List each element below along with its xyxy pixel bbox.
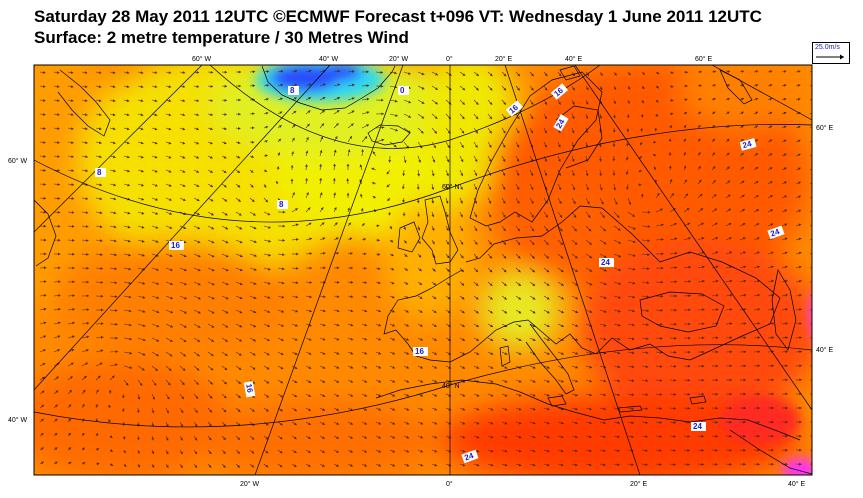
wind-arrow-head xyxy=(813,294,816,297)
contour-label: 8 xyxy=(279,200,284,209)
top-label-60w: 60° W xyxy=(192,55,212,63)
contour-label: 0 xyxy=(400,86,405,95)
top-label-60e: 60° E xyxy=(695,55,713,63)
contour-label: 8 xyxy=(290,86,295,95)
top-label-40e: 40° E xyxy=(565,55,583,63)
wind-arrow-head xyxy=(813,308,816,311)
wind-arrow-head xyxy=(813,266,816,269)
interior-label-40n: 40° N xyxy=(442,382,460,390)
wind-arrow-head xyxy=(813,336,816,339)
left-label-60w: 60° W xyxy=(8,157,28,165)
right-label-60e: 60° E xyxy=(816,124,834,132)
wind-arrow-head xyxy=(813,364,816,367)
wind-arrow-head xyxy=(813,224,816,227)
top-label-20w: 20° W xyxy=(389,55,409,63)
wind-arrow-head xyxy=(813,280,816,283)
contour-label: 8 xyxy=(97,168,102,177)
wind-arrow-head xyxy=(813,252,816,255)
contour-label: 24 xyxy=(601,258,610,267)
wind-arrow-head xyxy=(812,196,815,199)
left-label-40w: 40° W xyxy=(8,416,28,424)
bottom-label-20w: 20° W xyxy=(240,480,260,488)
right-label-40e: 40° E xyxy=(816,346,834,354)
bottom-label-0: 0° xyxy=(446,480,453,488)
wind-arrow-head xyxy=(813,379,815,382)
wind-arrow-head xyxy=(813,238,816,241)
wind-arrow-head xyxy=(813,421,816,424)
wind-arrow-head xyxy=(813,449,816,452)
contour-label: 16 xyxy=(415,347,424,356)
interior-label-60n: 60° N xyxy=(442,183,460,191)
wind-arrow-head xyxy=(813,463,816,466)
top-label-40w: 40° W xyxy=(319,55,339,63)
wind-arrow-head xyxy=(812,168,815,171)
contour-label: 16 xyxy=(171,241,180,250)
top-label-0: 0° xyxy=(446,55,453,63)
bottom-label-40e: 40° E xyxy=(788,480,806,488)
wind-arrow-head xyxy=(812,210,815,213)
wind-arrow-head xyxy=(813,435,815,438)
wind-arrow-head xyxy=(813,322,816,325)
top-label-20e: 20° E xyxy=(495,55,513,63)
wind-arrow-head xyxy=(813,407,815,410)
wind-arrow-head xyxy=(813,393,815,396)
wind-arrow-head xyxy=(812,182,815,185)
bottom-label-20e: 20° E xyxy=(630,480,648,488)
contour-label: 24 xyxy=(693,422,702,431)
